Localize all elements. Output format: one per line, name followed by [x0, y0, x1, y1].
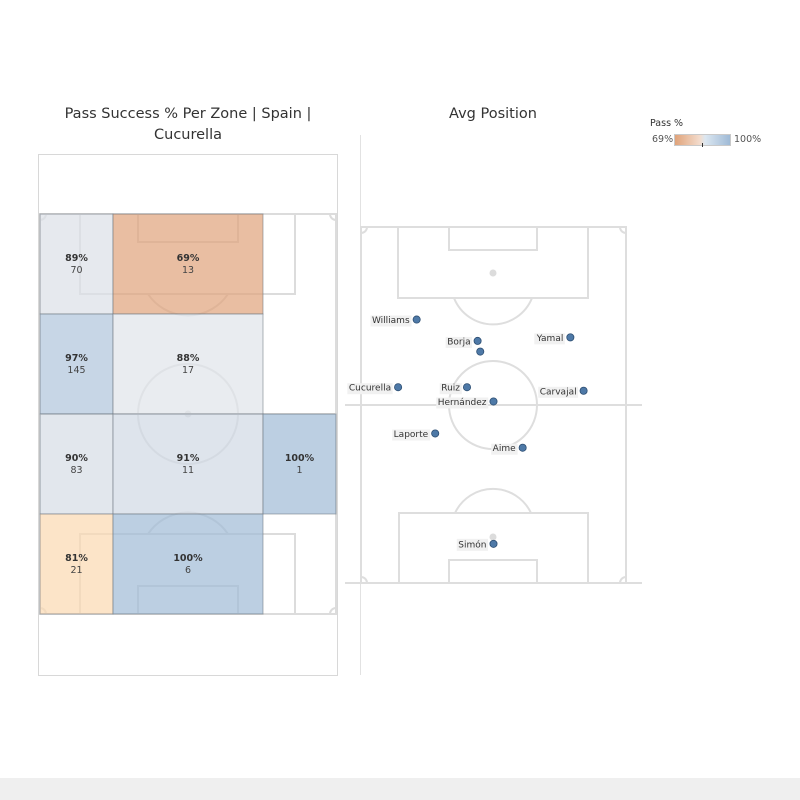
legend-min-label: 69%	[652, 134, 674, 145]
cell-pct-label: 69%	[177, 253, 200, 264]
player-dot	[489, 397, 498, 406]
cell-pct-label: 90%	[65, 453, 88, 464]
player-label-bg	[392, 429, 431, 441]
position-title: Avg Position	[449, 106, 537, 122]
player-dot	[394, 383, 403, 392]
position-pitch-lines	[345, 226, 642, 584]
heatmap-cell	[112, 413, 264, 515]
heatmap-cell	[112, 513, 264, 615]
heatmap-cell	[112, 213, 264, 315]
legend-tick	[702, 143, 703, 147]
cell-pct-label: 91%	[177, 453, 200, 464]
cell-count-label: 13	[182, 265, 194, 276]
player-dot	[476, 347, 485, 356]
cell-count-label: 70	[70, 265, 82, 276]
heatmap-cell	[39, 413, 114, 515]
player-dot	[473, 336, 482, 345]
player-dot	[412, 315, 421, 324]
player-label: Cucurella	[349, 384, 391, 394]
cell-pct-label: 88%	[177, 353, 200, 364]
heatmap-title: Pass Success % Per Zone | Spain | Cucure…	[64, 106, 312, 143]
player-label: Borja	[447, 337, 470, 347]
player-dot	[566, 333, 575, 342]
cell-pct-label: 89%	[65, 253, 88, 264]
player-label-bg	[439, 383, 462, 395]
player-label-bg	[456, 538, 488, 551]
heatmap-cell	[262, 413, 337, 515]
player-dot	[462, 383, 471, 392]
player-label-bg	[370, 315, 412, 327]
legend-title: Pass %	[650, 118, 684, 129]
legend-max-label: 100%	[734, 134, 762, 145]
heatmap-cell	[112, 313, 264, 415]
cell-count-label: 21	[70, 565, 82, 576]
cell-count-label: 1	[296, 465, 302, 476]
player-label: Yamal	[536, 334, 564, 344]
heatmap-frame	[38, 154, 338, 676]
heatmap-cell	[39, 513, 114, 615]
cell-pct-label: 97%	[65, 353, 88, 364]
player-label-bg	[445, 336, 473, 348]
player-label-bg	[347, 383, 393, 395]
top-penalty-spot	[489, 269, 497, 277]
player-label: Carvajal	[540, 387, 577, 397]
cell-count-label: 11	[182, 465, 194, 476]
cell-pct-label: 81%	[65, 553, 88, 564]
player-dot	[579, 386, 588, 395]
player-dot	[489, 539, 498, 548]
cell-count-label: 6	[185, 565, 191, 576]
player-label: Ruiz	[441, 384, 460, 394]
cell-count-label: 145	[67, 365, 85, 376]
player-dot	[518, 443, 527, 452]
pass-pct-legend: Pass % 69% 100%	[650, 118, 770, 152]
player-label-bg	[534, 333, 565, 345]
player-label: Simón	[458, 539, 486, 550]
bottom-penalty-spot	[489, 533, 497, 541]
player-label: Laporte	[394, 430, 429, 440]
player-label-bg	[436, 397, 489, 409]
footer-bar	[0, 778, 800, 800]
heatmap-cell	[39, 213, 114, 315]
cell-count-label: 83	[70, 465, 82, 476]
player-label: Williams	[372, 316, 410, 326]
player-label: Hernández	[438, 398, 487, 408]
cell-pct-label: 100%	[285, 453, 315, 464]
player-dot	[431, 429, 440, 438]
player-label-bg	[538, 386, 579, 398]
player-label: Aime	[493, 444, 516, 454]
player-label-bg	[491, 443, 518, 455]
cell-count-label: 17	[182, 365, 194, 376]
cell-pct-label: 100%	[173, 553, 203, 564]
